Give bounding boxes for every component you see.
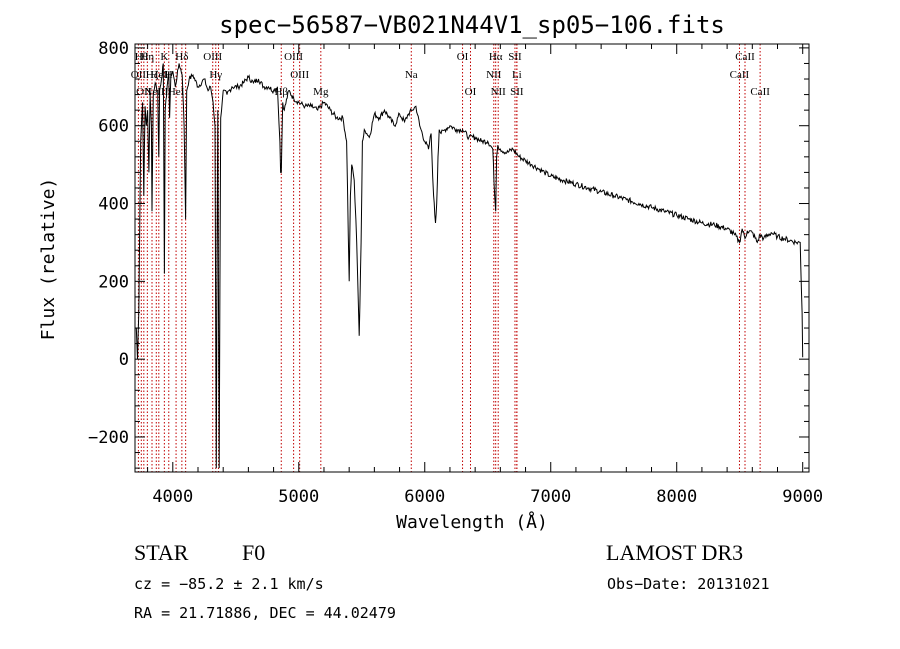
coordinates: RA = 21.71886, DEC = 44.02479 [134,604,396,622]
line-label: SII [508,51,522,63]
line-label: OIII [290,69,309,81]
x-tick-label: 9000 [782,487,823,507]
line-label: CaII [750,86,770,98]
line-label: CaII [730,69,750,81]
object-class: STAR [134,540,189,565]
line-label: OII [136,86,152,98]
line-label: Li [512,69,522,81]
line-label: Hβ [274,86,288,98]
line-label: Hγ [209,69,222,81]
line-label: Na [405,69,418,81]
line-label: NII [491,86,507,98]
line-label: Mg [313,86,329,98]
chart-title: spec−56587−VB021N44V1_sp05−106.fits [219,11,725,39]
line-label: OI [465,86,477,98]
object-subclass: F0 [242,540,266,565]
x-axis-ticks: 4000 5000 6000 7000 8000 9000 [147,44,823,507]
y-tick-label: 400 [98,195,129,215]
y-tick-label: 800 [98,39,129,59]
x-tick-label: 8000 [656,487,697,507]
line-label: Hδ [175,51,188,63]
line-label: HeI [168,86,185,98]
line-label: Hη [140,51,154,63]
line-label: K [160,51,168,63]
redshift-text: cz = −85.2 ± 2.1 km/s [134,575,324,593]
y-axis-ticks: −200 0 200 400 600 800 [88,39,809,469]
survey-name: LAMOST DR3 [606,540,744,565]
line-label: SII [510,86,524,98]
line-label: NII [486,69,502,81]
line-label: CaII [735,51,755,63]
x-tick-label: 4000 [152,487,193,507]
x-tick-label: 5000 [278,487,319,507]
plot-frame [134,43,810,473]
x-tick-label: 6000 [404,487,445,507]
x-tick-label: 7000 [530,487,571,507]
line-label: Hα [489,51,503,63]
y-tick-label: 600 [98,117,129,137]
y-tick-label: 0 [119,350,129,370]
y-tick-label: −200 [88,428,129,448]
line-label: OIII [284,51,303,63]
y-tick-label: 200 [98,272,129,292]
line-label: OI [457,51,469,63]
line-label: Hθ [135,51,148,63]
spectral-line-markers [137,44,761,472]
spectrum-line [135,63,804,469]
obs-date: Obs−Date: 20131021 [607,575,770,593]
line-label: OIII [203,51,222,63]
y-axis-label: Flux (relative) [38,178,59,341]
line-label: Hζ [146,69,159,81]
x-axis-label: Wavelength (Å) [396,511,548,533]
